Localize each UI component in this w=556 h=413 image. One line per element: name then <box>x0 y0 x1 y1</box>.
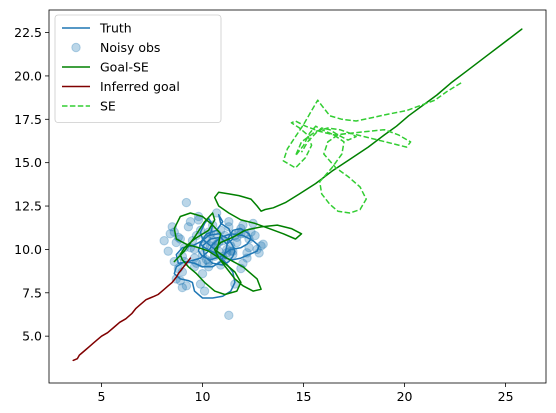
noisy-obs-point <box>244 242 254 253</box>
noisy-obs-point <box>250 230 260 241</box>
noisy-obs-point <box>193 215 204 225</box>
noisy-obs-point <box>175 275 186 286</box>
legend-label-noisy-obs: Noisy obs <box>100 40 160 55</box>
x-tick-label: 15 <box>296 389 312 404</box>
noisy-obs-point <box>165 229 175 239</box>
noisy-obs-point <box>195 279 206 289</box>
y-tick-label: 15.0 <box>14 155 42 170</box>
y-tick-label: 7.5 <box>22 285 42 300</box>
noisy-obs-point <box>181 197 192 208</box>
legend-swatch-noisy-obs <box>71 42 81 53</box>
noisy-obs-point <box>258 239 268 249</box>
noisy-obs-point <box>199 286 210 296</box>
noisy-obs-point <box>181 281 192 291</box>
series-layer <box>72 28 523 362</box>
y-tick-label: 17.5 <box>14 112 42 127</box>
legend-box <box>54 14 222 123</box>
x-tick-label: 20 <box>397 389 413 404</box>
noisy-obs-point <box>224 222 234 232</box>
legend-label-inferred-goal: Inferred goal <box>100 79 180 94</box>
noisy-obs-point <box>159 236 169 246</box>
y-axis: 5.0 7.5 10.0 12.5 15.0 17.5 20.0 22.5 <box>14 25 49 344</box>
noisy-obs-point <box>197 269 208 279</box>
y-tick-label: 22.5 <box>14 25 42 40</box>
y-tick-label: 12.5 <box>14 199 42 214</box>
inferred-goal-line <box>72 257 192 362</box>
noisy-obs-point <box>183 222 194 232</box>
noisy-obs-point <box>163 246 173 256</box>
y-tick-label: 10.0 <box>14 242 42 257</box>
goal-se-line <box>173 28 523 296</box>
legend-label-goal-se: Goal-SE <box>100 60 149 75</box>
y-tick-label: 20.0 <box>14 68 42 83</box>
legend-label-truth: Truth <box>99 21 132 36</box>
legend-label-se: SE <box>100 99 116 114</box>
x-tick-label: 10 <box>195 389 211 404</box>
noisy-obs-point <box>185 216 196 227</box>
noisy-obs-point <box>224 310 234 321</box>
x-tick-label: 5 <box>98 389 106 404</box>
noisy-obs-point <box>232 237 242 248</box>
x-tick-label: 25 <box>498 389 514 404</box>
y-tick-label: 5.0 <box>22 329 42 344</box>
noisy-obs-point <box>224 216 234 227</box>
se-line <box>282 82 462 214</box>
legend: Truth Noisy obs Goal-SE Inferred goal SE <box>54 14 222 123</box>
x-axis: 5 10 15 20 25 <box>98 383 514 404</box>
axes-frame <box>48 9 547 384</box>
noisy-obs-point <box>177 282 188 293</box>
